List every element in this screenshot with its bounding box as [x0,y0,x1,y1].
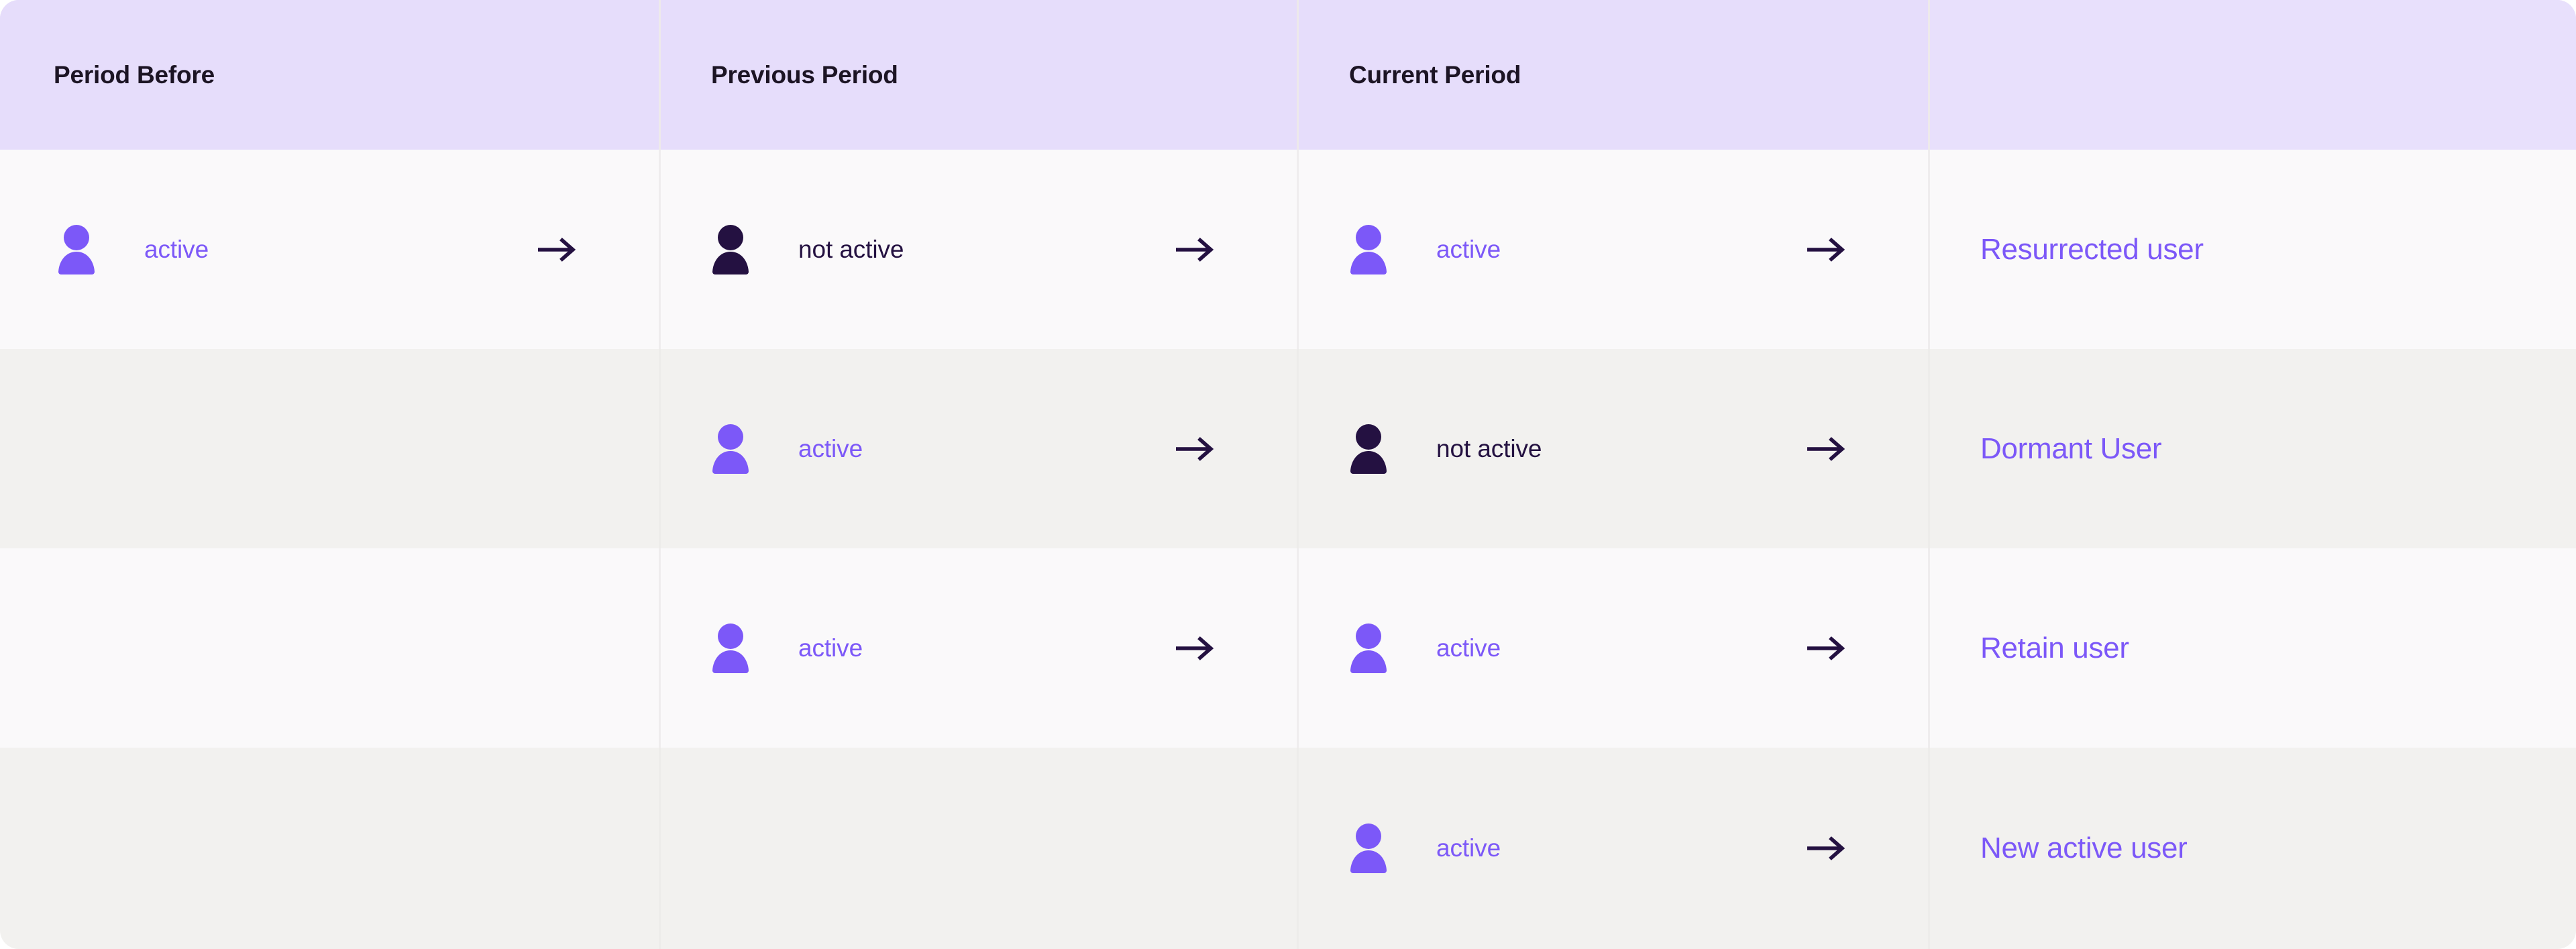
status-text: not active [798,235,904,263]
cell-outcome: Retain user [1928,548,2576,748]
table-row: active [0,150,2576,349]
cell-current-period: active [1297,748,1928,949]
status-label-wrapper: active [1436,834,1807,862]
person-icon [711,623,798,673]
cell-current-period: not active [1297,349,1928,548]
arrow-right-icon [1176,436,1297,462]
arrow-right-icon [1807,236,1928,263]
state-group: active [1349,823,1928,873]
person-icon [57,224,144,274]
column-header-outcome [1928,0,2576,150]
status-text: not active [1436,434,1542,462]
arrow-right-icon [1176,635,1297,662]
table-header-row: Period Before Previous Period Current Pe… [0,0,2576,150]
cell-previous-period: not active [659,150,1297,349]
cell-previous-period: active [659,548,1297,748]
person-icon [1349,823,1436,873]
column-header-label: Current Period [1349,60,1521,89]
outcome-label: Dormant User [1980,432,2162,465]
person-icon [711,423,798,474]
column-header-previous-period: Previous Period [659,0,1297,150]
empty-cell [57,548,659,748]
empty-cell [711,748,1297,949]
person-icon [1349,423,1436,474]
state-group: active [57,224,659,274]
state-group: not active [1349,423,1928,474]
person-icon [711,224,798,274]
cell-period-before [0,748,659,949]
arrow-right-icon [1807,835,1928,862]
cell-previous-period [659,748,1297,949]
column-header-label: Period Before [54,60,215,89]
cell-period-before: active [0,150,659,349]
cell-previous-period: active [659,349,1297,548]
cell-outcome: Dormant User [1928,349,2576,548]
cell-period-before [0,548,659,748]
status-text: active [1436,235,1501,263]
outcome-label: Retain user [1980,631,2129,664]
empty-cell [57,748,659,949]
status-label-wrapper: active [798,435,1176,463]
status-text: active [1436,834,1501,862]
state-group: active [1349,623,1928,673]
column-header-current-period: Current Period [1297,0,1928,150]
status-label-wrapper: not active [1436,435,1807,463]
outcome-label: Resurrected user [1980,232,2204,266]
status-label-wrapper: active [1436,634,1807,662]
cell-outcome: New active user [1928,748,2576,949]
table-row: active [0,548,2576,748]
status-text: active [1436,634,1501,662]
state-group: not active [711,224,1297,274]
person-icon [1349,224,1436,274]
arrow-right-icon [1176,236,1297,263]
cell-current-period: active [1297,548,1928,748]
status-label-wrapper: active [798,634,1176,662]
status-text: active [798,634,863,662]
column-header-period-before: Period Before [0,0,659,150]
column-header-label: Previous Period [711,60,898,89]
status-text: active [798,434,863,462]
state-group: active [711,623,1297,673]
arrow-right-icon [1807,635,1928,662]
outcome-label: New active user [1980,832,2188,864]
state-group: active [1349,224,1928,274]
status-text: active [144,235,209,263]
status-label-wrapper: active [1436,236,1807,264]
cell-outcome: Resurrected user [1928,150,2576,349]
arrow-right-icon [538,236,659,263]
status-label-wrapper: active [144,236,538,264]
table-body: active [0,150,2576,949]
arrow-right-icon [1807,436,1928,462]
cell-period-before [0,349,659,548]
status-label-wrapper: not active [798,236,1176,264]
empty-cell [57,349,659,548]
cell-current-period: active [1297,150,1928,349]
person-icon [1349,623,1436,673]
table-row: active [0,349,2576,548]
table-row: active New active user [0,748,2576,949]
state-group: active [711,423,1297,474]
